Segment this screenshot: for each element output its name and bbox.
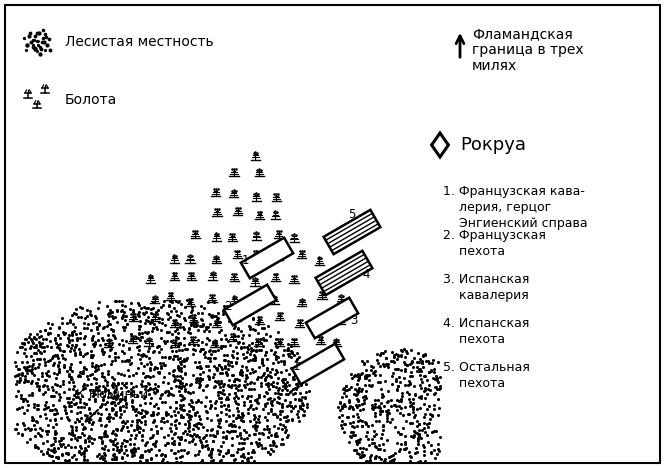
Text: 4. Испанская
    пехота: 4. Испанская пехота <box>443 317 529 346</box>
Text: 5: 5 <box>348 207 356 220</box>
Polygon shape <box>324 210 380 254</box>
Text: 4: 4 <box>362 269 370 281</box>
Polygon shape <box>292 344 344 384</box>
Polygon shape <box>224 285 276 325</box>
Polygon shape <box>316 251 372 295</box>
Text: 1. Французская кава-
    лерия, герцог
    Энгиенский справа: 1. Французская кава- лерия, герцог Энгие… <box>443 185 588 230</box>
Text: Лесистая местность: Лесистая местность <box>65 35 213 49</box>
Text: 1: 1 <box>241 254 249 266</box>
Text: 5. Остальная
    пехота: 5. Остальная пехота <box>443 361 530 390</box>
Text: Рокруа: Рокруа <box>460 136 526 154</box>
Text: Болота: Болота <box>65 93 117 107</box>
Text: 1: 1 <box>292 359 300 373</box>
Text: 3: 3 <box>350 314 358 327</box>
Polygon shape <box>241 238 293 278</box>
Text: 2: 2 <box>224 300 231 314</box>
Text: 2. Французская
    пехота: 2. Французская пехота <box>443 229 546 258</box>
Text: Фламандская
граница в трех
милях: Фламандская граница в трех милях <box>472 27 584 73</box>
Text: К Рюминьи: К Рюминьи <box>76 388 148 402</box>
Text: 3. Испанская
    кавалерия: 3. Испанская кавалерия <box>443 273 529 302</box>
Polygon shape <box>306 298 358 338</box>
